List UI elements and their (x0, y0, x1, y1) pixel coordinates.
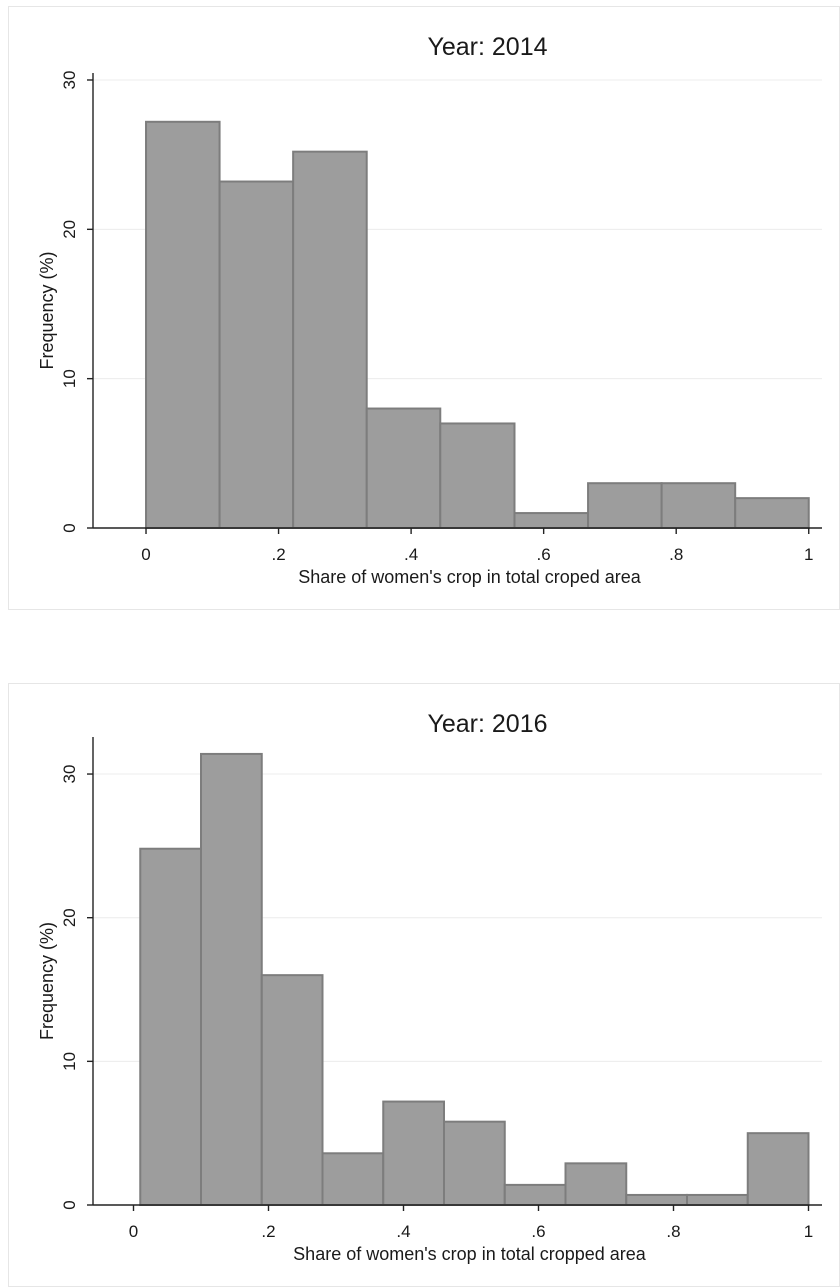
histogram-bar (587, 482, 663, 529)
chart-panel-2016: Year: 2016 0 10 20 30 0 .2 .4 .6 .8 1 Share of wome… (8, 683, 840, 1287)
x-axis-label: Share of women's crop in total cropped a… (293, 1244, 647, 1264)
histogram-bar (139, 847, 202, 1207)
histogram-bar (443, 1120, 506, 1207)
x-tick-label: .2 (271, 545, 285, 564)
x-tick-label: .6 (537, 545, 551, 564)
histogram-bar (660, 482, 737, 529)
histogram-2014: Year: 2014 0 10 20 30 0 .2 .4 .6 .8 1 Share of wome… (37, 33, 822, 587)
histogram-bar (686, 1193, 749, 1207)
y-axis-label: Frequency (%) (37, 251, 57, 369)
x-tick-label: .4 (404, 545, 418, 564)
x-axis-label: Share of women's crop in total croped ar… (298, 567, 642, 587)
histogram-bar (260, 974, 324, 1206)
chart-panel-2014: Year: 2014 0 10 20 30 0 .2 .4 .6 .8 1 Share of wome… (8, 6, 840, 610)
y-tick-label: 0 (60, 523, 79, 532)
histogram-bar (564, 1162, 628, 1206)
histogram-bar (513, 512, 590, 529)
histogram-bar (734, 497, 810, 529)
x-tick-label: .8 (666, 1222, 680, 1241)
histogram-2016: Year: 2016 0 10 20 30 0 .2 .4 .6 .8 1 Share of wome… (37, 710, 822, 1264)
y-tick-label: 20 (60, 908, 79, 927)
y-tick-label: 30 (60, 71, 79, 90)
x-tick-label: 0 (141, 545, 150, 564)
y-axis-label: Frequency (%) (37, 922, 57, 1040)
histogram-bar (365, 407, 442, 530)
histogram-bar (746, 1132, 810, 1206)
histogram-bar (625, 1193, 688, 1207)
histogram-bar (439, 422, 516, 529)
histogram-bar (382, 1100, 445, 1207)
x-tick-label: .2 (261, 1222, 275, 1241)
y-tick-label: 10 (60, 369, 79, 388)
histogram-bar (145, 120, 221, 529)
x-tick-label: 1 (804, 545, 813, 564)
y-tick-label: 0 (60, 1200, 79, 1209)
y-tick-label: 10 (60, 1052, 79, 1071)
histogram-bar (200, 752, 263, 1206)
y-tick-label: 30 (60, 765, 79, 784)
y-tick-label: 20 (60, 220, 79, 239)
x-tick-label: 0 (129, 1222, 138, 1241)
x-tick-label: .6 (531, 1222, 545, 1241)
x-tick-label: 1 (804, 1222, 813, 1241)
histogram-bar (503, 1183, 567, 1207)
histogram-bar (292, 150, 368, 529)
chart-title: Year: 2016 (427, 710, 547, 738)
chart-title: Year: 2014 (427, 33, 547, 61)
x-tick-label: .8 (669, 545, 683, 564)
histogram-bar (218, 180, 295, 529)
histogram-bar (321, 1152, 385, 1206)
x-tick-label: .4 (396, 1222, 410, 1241)
